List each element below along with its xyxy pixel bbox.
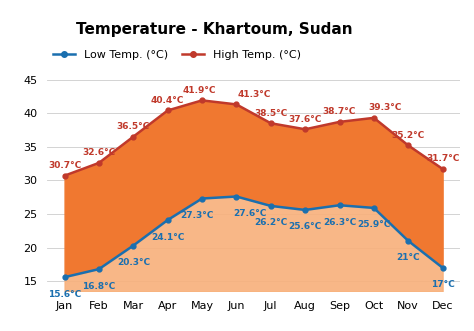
High Temp. (°C) [268,121,273,125]
High Temp. (°C) [234,102,239,106]
Text: 26.2°C: 26.2°C [254,218,287,227]
Text: 32.6°C: 32.6°C [82,148,116,157]
Text: 38.7°C: 38.7°C [323,107,356,116]
Low Temp. (°C) [199,197,205,201]
High Temp. (°C) [130,135,136,139]
Text: 27.6°C: 27.6°C [234,209,267,218]
Text: 16.8°C: 16.8°C [82,282,116,291]
Text: 21°C: 21°C [396,253,420,262]
Text: 26.3°C: 26.3°C [323,218,356,227]
Text: 31.7°C: 31.7°C [426,154,459,164]
Text: 30.7°C: 30.7°C [48,161,81,170]
Text: 37.6°C: 37.6°C [289,115,322,124]
Low Temp. (°C) [96,267,102,271]
Text: 41.3°C: 41.3°C [238,90,271,99]
Line: High Temp. (°C): High Temp. (°C) [62,98,445,178]
Text: 35.2°C: 35.2°C [392,131,425,140]
Low Temp. (°C) [337,203,342,207]
Text: Temperature - Khartoum, Sudan: Temperature - Khartoum, Sudan [76,22,353,37]
Low Temp. (°C) [62,275,67,279]
Low Temp. (°C) [440,266,446,270]
Text: 40.4°C: 40.4°C [151,96,184,105]
Text: 36.5°C: 36.5°C [117,122,150,131]
Low Temp. (°C) [302,208,308,212]
Text: 17°C: 17°C [431,280,455,289]
High Temp. (°C) [165,109,171,113]
Legend: Low Temp. (°C), High Temp. (°C): Low Temp. (°C), High Temp. (°C) [53,50,301,60]
Text: 25.9°C: 25.9°C [357,220,391,229]
High Temp. (°C) [62,174,67,178]
Text: 38.5°C: 38.5°C [254,109,287,118]
Text: 24.1°C: 24.1°C [151,233,184,242]
Low Temp. (°C) [405,239,411,243]
High Temp. (°C) [96,161,102,165]
Low Temp. (°C) [165,218,171,222]
Low Temp. (°C) [130,244,136,248]
Text: 15.6°C: 15.6°C [48,290,81,299]
Low Temp. (°C) [234,195,239,199]
High Temp. (°C) [405,143,411,147]
Text: 39.3°C: 39.3°C [368,103,401,112]
Low Temp. (°C) [268,204,273,208]
Text: 41.9°C: 41.9°C [182,86,216,95]
Text: 25.6°C: 25.6°C [289,222,322,231]
Line: Low Temp. (°C): Low Temp. (°C) [62,194,445,280]
High Temp. (°C) [199,98,205,102]
High Temp. (°C) [337,120,342,124]
High Temp. (°C) [371,116,377,120]
High Temp. (°C) [302,127,308,131]
Text: 27.3°C: 27.3°C [180,211,213,220]
Text: 20.3°C: 20.3°C [117,258,150,267]
High Temp. (°C) [440,167,446,171]
Low Temp. (°C) [371,206,377,210]
